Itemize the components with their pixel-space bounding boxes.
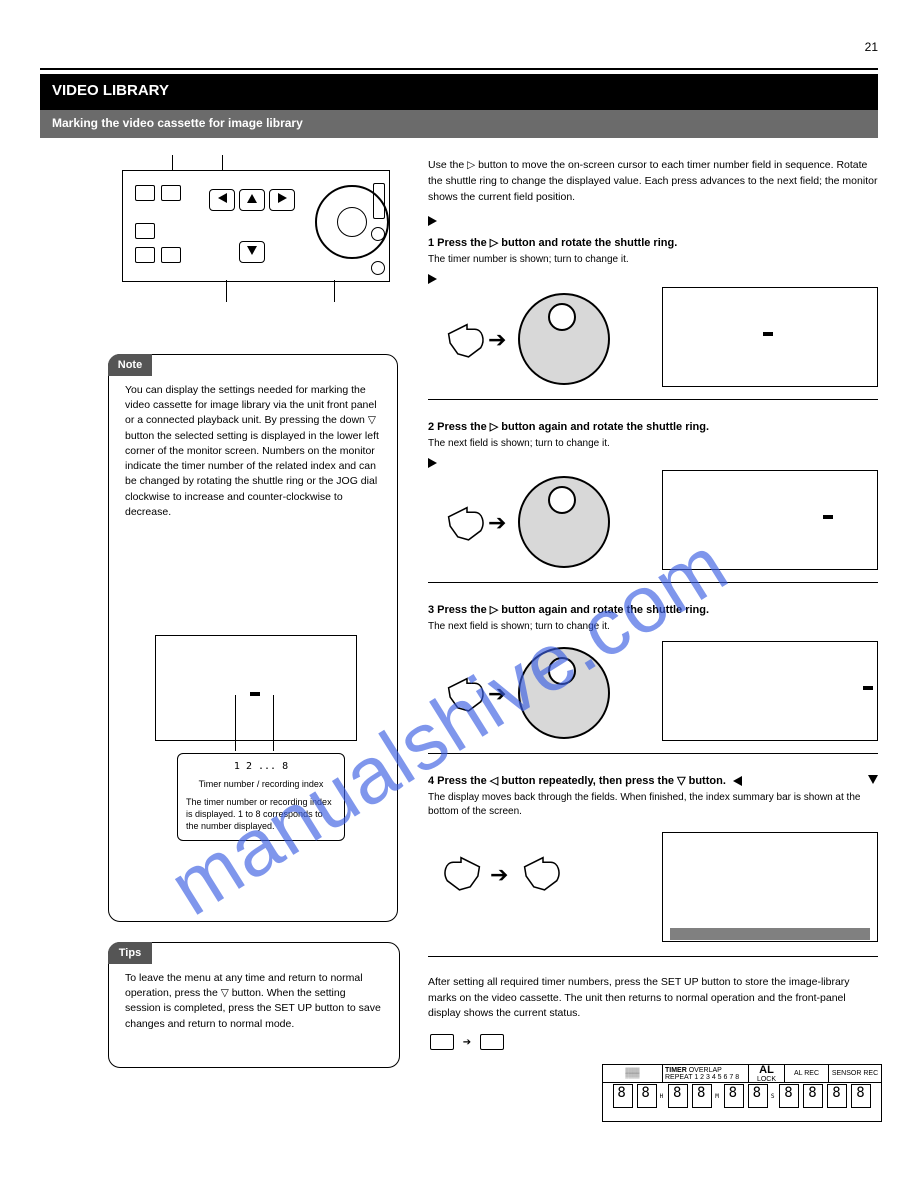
shuttle-dial — [518, 293, 610, 385]
step-row-4: ➔ — [428, 826, 878, 957]
play-icon — [428, 458, 437, 468]
step-row-3: ➔ — [428, 641, 878, 754]
lcd-sensor: SENSOR REC — [829, 1065, 881, 1083]
chapter-grey-band: Marking the video cassette for image lib… — [40, 110, 878, 138]
note-monitor-dot — [250, 692, 260, 696]
note-monitor — [155, 635, 357, 741]
lcd-alrec: AL REC — [785, 1065, 829, 1083]
lcd-digits: 88H 88M 88S 8888 — [603, 1083, 881, 1109]
summary-bar — [670, 928, 870, 940]
hand-icon — [444, 500, 490, 546]
lcd-timer: TIMER — [665, 1067, 687, 1074]
front-panel-illustration — [122, 170, 390, 282]
arrow-icon: ➔ — [490, 862, 508, 888]
lcd-numbers: 1 2 3 4 5 6 7 8 — [694, 1074, 739, 1081]
button-ic — [430, 1034, 454, 1050]
monitor-dot — [763, 332, 773, 336]
button-ic — [480, 1034, 504, 1050]
lcd-top-row: ▒▒▒▒▒▒▒▒ TIMER OVERLAP REPEAT 1 2 3 4 5 … — [603, 1065, 881, 1083]
arrow-icon: ➔ — [488, 510, 506, 536]
button-ic — [135, 223, 155, 239]
step-text: The next field is shown; turn to change … — [428, 620, 878, 635]
page-top-rule — [40, 68, 878, 70]
button-ic — [161, 185, 181, 201]
step-title: 3 Press the ▷ button again and rotate th… — [428, 603, 878, 616]
button-ic — [135, 185, 155, 201]
up-button — [239, 189, 265, 211]
lcd-overlap: OVERLAP — [689, 1067, 722, 1074]
callout-line — [235, 695, 236, 751]
step-text: The next field is shown; turn to change … — [428, 437, 878, 452]
hand-icon — [444, 671, 490, 717]
monitor-dot — [823, 515, 833, 519]
hand-icon — [438, 850, 484, 896]
chapter-black-title: VIDEO LIBRARY — [52, 82, 169, 99]
monitor-dot — [863, 686, 873, 690]
port-ic — [371, 261, 385, 275]
tip-box: Tips To leave the menu at any time and r… — [108, 942, 400, 1068]
step-monitor — [662, 832, 878, 942]
note-callout: 1 2 ... 8 Timer number / recording index… — [177, 753, 345, 841]
right-button — [269, 189, 295, 211]
lcd-lock: LOCK — [757, 1076, 776, 1083]
step-row-1: ➔ — [428, 287, 878, 400]
step-text: The display moves back through the field… — [428, 791, 878, 820]
lcd-repeat: REPEAT — [665, 1074, 692, 1081]
button-row: ➔ — [428, 1034, 878, 1050]
left-button — [209, 189, 235, 211]
lcd-display: ▒▒▒▒▒▒▒▒ TIMER OVERLAP REPEAT 1 2 3 4 5 … — [602, 1064, 882, 1122]
arrow-icon: ➔ — [488, 327, 506, 353]
left-icon — [733, 776, 742, 786]
note-tag: Note — [108, 354, 152, 376]
button-ic — [161, 247, 181, 263]
step-row-2: ➔ — [428, 470, 878, 583]
step-monitor — [662, 641, 878, 741]
step-title: 2 Press the ▷ button again and rotate th… — [428, 420, 878, 433]
chapter-black-band: VIDEO LIBRARY — [40, 74, 878, 110]
shuttle-dial — [518, 476, 610, 568]
hand-icon — [444, 317, 490, 363]
button-ic — [135, 247, 155, 263]
callout-line — [273, 695, 274, 751]
callout-line — [222, 155, 223, 170]
note-text: You can display the settings needed for … — [125, 383, 381, 520]
callout-subtitle: Timer number / recording index — [186, 778, 336, 790]
callout-numbers: 1 2 ... 8 — [186, 760, 336, 774]
right-column: Use the ▷ button to move the on-screen c… — [428, 158, 878, 1050]
chapter-grey-title: Marking the video cassette for image lib… — [52, 116, 303, 130]
play-icon — [428, 274, 437, 284]
callout-line — [334, 280, 335, 302]
step-text: The timer number is shown; turn to chang… — [428, 253, 878, 268]
step-title: 4 Press the ◁ button repeatedly, then pr… — [428, 774, 878, 787]
tip-text: To leave the menu at any time and return… — [125, 971, 383, 1032]
callout-line — [172, 155, 173, 170]
shuttle-dial — [518, 647, 610, 739]
play-icon — [428, 216, 437, 226]
callout-text: The timer number or recording index is d… — [186, 796, 336, 832]
side-note-area — [48, 320, 106, 378]
callout-line — [226, 280, 227, 302]
note-box: Note You can display the settings needed… — [108, 354, 398, 922]
step-monitor — [662, 470, 878, 570]
step-monitor — [662, 287, 878, 387]
down-icon — [868, 775, 878, 784]
conclude-text: After setting all required timer numbers… — [428, 975, 878, 1022]
d-pad — [209, 189, 293, 261]
step-title: 1 Press the ▷ button and rotate the shut… — [428, 236, 878, 249]
port-ic — [371, 227, 385, 241]
step4-title-text: 4 Press the ◁ button repeatedly, then pr… — [428, 775, 726, 787]
right-intro: Use the ▷ button to move the on-screen c… — [428, 158, 878, 205]
down-button — [239, 241, 265, 263]
arrow-icon: ➔ — [488, 681, 506, 707]
lcd-al: AL — [759, 1064, 774, 1076]
page-number: 21 — [865, 40, 878, 54]
port-ic — [373, 183, 385, 219]
hand-icon — [520, 850, 566, 896]
tip-tag: Tips — [108, 942, 152, 964]
